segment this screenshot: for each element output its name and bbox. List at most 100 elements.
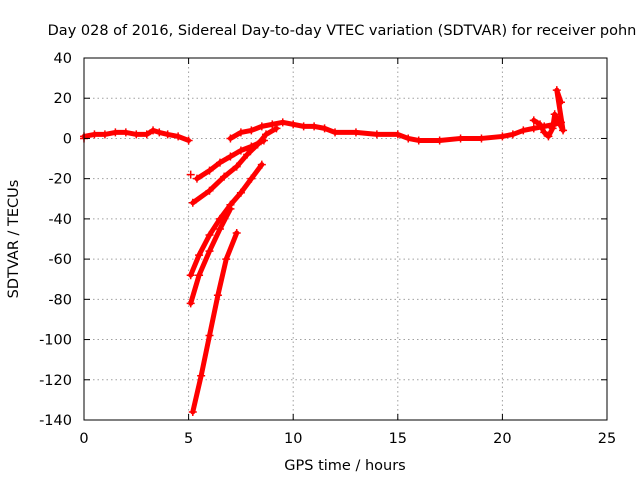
data-point [232,228,241,237]
data-point [232,162,241,171]
x-tick-label: 10 [284,431,302,447]
data-point [247,126,256,135]
data-point [205,166,214,175]
data-point [477,134,486,143]
data-point [205,230,214,239]
data-point [121,128,130,137]
data-point [556,98,565,107]
data-point [257,122,266,131]
data-point [226,152,235,161]
data-point [236,188,245,197]
x-axis-label: GPS time / hours [284,458,405,474]
data-point [184,136,193,145]
data-point [550,110,559,119]
data-point [351,128,360,137]
data-point [226,134,235,143]
series-end-spikes [529,86,568,141]
data-point [142,130,151,139]
data-point [195,271,204,280]
data-point [186,271,195,280]
data-point [215,158,224,167]
data-point [519,126,528,135]
x-tick-label: 20 [493,431,511,447]
data-point [508,130,517,139]
series-line [227,119,564,143]
data-point [289,120,298,129]
data-point [186,299,195,308]
data-point [268,120,277,129]
data-point [257,160,266,169]
series-track-e [188,228,241,416]
data-point [111,128,120,137]
data-point [299,122,308,131]
data-point [163,130,172,139]
x-tick-label: 0 [79,431,88,447]
series-line [188,162,265,278]
x-tick-label: 15 [389,431,407,447]
series-baseline [80,126,193,145]
data-point [259,136,268,145]
data-point [540,128,549,137]
data-point [236,146,245,155]
y-tick-label: -80 [48,292,72,308]
y-tick-label: 20 [54,91,72,107]
data-point [529,116,538,125]
series-track-d [186,204,235,308]
y-tick-label: -40 [48,212,72,228]
data-point [272,124,281,133]
data-point [197,371,206,380]
data-point [414,136,423,145]
data-point [149,126,158,135]
y-axis-label: SDTVAR / TECUs [6,180,22,299]
data-point [320,124,329,133]
data-point [262,130,271,139]
data-point [226,204,235,213]
data-point [331,128,340,137]
data-point [205,247,214,256]
data-point [456,134,465,143]
data-point [188,407,197,416]
data-point [220,172,229,181]
data-point [559,126,568,135]
data-point [213,291,222,300]
data-point [529,124,538,133]
data-point [536,120,545,129]
data-point [247,142,256,151]
ticks: 0 5 10 15 20 25 -140 -120 -100 -80 -60 -40 -20 0 20 40 [39,51,616,447]
data-point [236,128,245,137]
data-point [498,132,507,141]
series-group [80,86,568,416]
data-point [243,150,252,159]
y-tick-label: -60 [48,252,72,268]
data-point [188,198,197,207]
y-tick-label: 0 [63,131,72,147]
data-point [404,134,413,143]
data-point [155,128,164,137]
plot-frame [83,57,608,421]
data-point [205,331,214,340]
data-point [544,132,553,141]
grid [84,58,607,420]
isolated-point [186,170,195,179]
data-point [174,132,183,141]
data-point [372,130,381,139]
data-point [278,118,287,127]
data-point [222,255,231,264]
series-track-b [192,136,268,183]
y-tick-label: -120 [39,373,72,389]
y-tick-label: -20 [48,172,72,188]
series-line [190,125,279,206]
y-tick-label: -140 [39,413,72,429]
data-point [90,130,99,139]
data-point [215,224,224,233]
data-point [393,130,402,139]
data-point [554,118,563,127]
data-point [100,130,109,139]
data-point [192,174,201,183]
data-point [247,174,256,183]
y-tick-label: 40 [54,51,72,67]
data-point [205,186,214,195]
data-point [195,251,204,260]
data-point [310,122,319,131]
series-line [531,87,566,139]
